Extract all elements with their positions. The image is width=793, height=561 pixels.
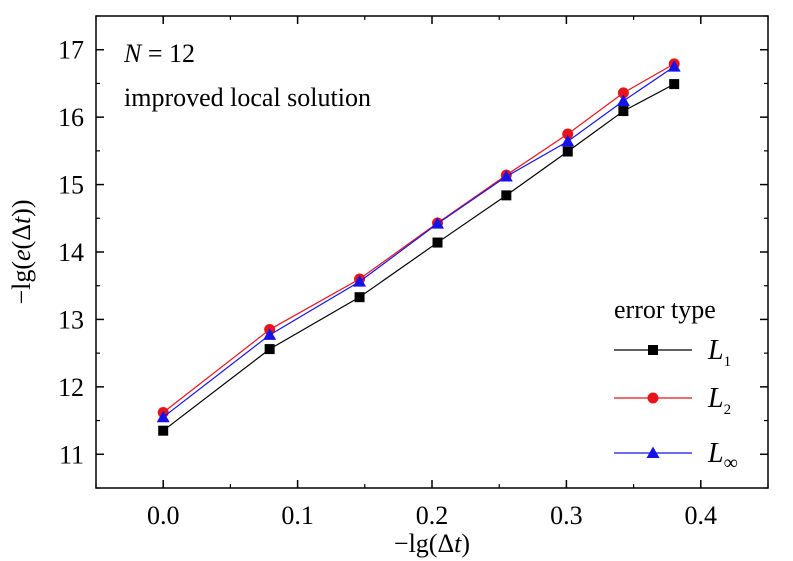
series-line	[162, 83, 675, 432]
legend-item-2: L2	[614, 383, 731, 418]
legend: L1 L2 L∞	[614, 335, 738, 474]
data-point	[499, 169, 513, 182]
annotation-n: N = 12	[123, 39, 195, 68]
legend-marker	[646, 446, 660, 458]
data-point	[158, 425, 169, 436]
data-point	[617, 87, 629, 99]
data-point	[667, 60, 681, 72]
data-point	[354, 292, 365, 303]
data-point	[669, 79, 680, 90]
data-point	[432, 237, 443, 248]
annotation-solution: improved local solution	[124, 83, 371, 112]
y-tick-label: 15	[58, 171, 84, 200]
y-tick-label: 16	[58, 103, 84, 132]
y-tick-label: 14	[58, 238, 84, 267]
legend-marker	[648, 345, 658, 355]
y-tick-label: 13	[58, 305, 84, 334]
legend-title: error type	[614, 295, 716, 324]
data-point	[263, 328, 277, 340]
y-axis-title: −lg(e(Δt))	[7, 199, 36, 304]
y-tick-label: 12	[58, 373, 84, 402]
data-point	[561, 134, 575, 147]
x-axis-title: −lg(Δt)	[394, 529, 470, 558]
data-point	[562, 146, 573, 157]
legend-label: L2	[707, 383, 731, 418]
x-tick-label: 0.2	[416, 501, 449, 530]
legend-item-3: L∞	[614, 438, 738, 474]
data-point	[264, 344, 275, 355]
data-point	[156, 410, 170, 423]
series-line	[162, 63, 675, 413]
x-tick-label: 0.1	[281, 501, 314, 530]
data-point	[431, 217, 445, 229]
data-point	[353, 275, 367, 287]
y-tick-label: 11	[59, 440, 84, 469]
data-point	[618, 106, 629, 117]
x-tick-label: 0.0	[147, 501, 180, 530]
series-1	[158, 79, 680, 436]
data-point	[501, 190, 512, 201]
data-point	[616, 94, 630, 106]
ticks: 0.0 0.1 0.2 0.3 0.4 11 12 13 14 15 16 17	[58, 15, 769, 530]
series-3	[156, 60, 681, 423]
legend-marker	[647, 392, 659, 404]
legend-label: L∞	[707, 438, 738, 474]
series-layer	[156, 58, 681, 436]
legend-label: L1	[707, 335, 731, 370]
x-tick-label: 0.4	[685, 501, 718, 530]
x-tick-label: 0.3	[550, 501, 583, 530]
data-point	[562, 128, 574, 140]
legend-item-1: L1	[614, 335, 731, 370]
series-line	[162, 66, 675, 418]
y-tick-label: 17	[58, 36, 84, 65]
